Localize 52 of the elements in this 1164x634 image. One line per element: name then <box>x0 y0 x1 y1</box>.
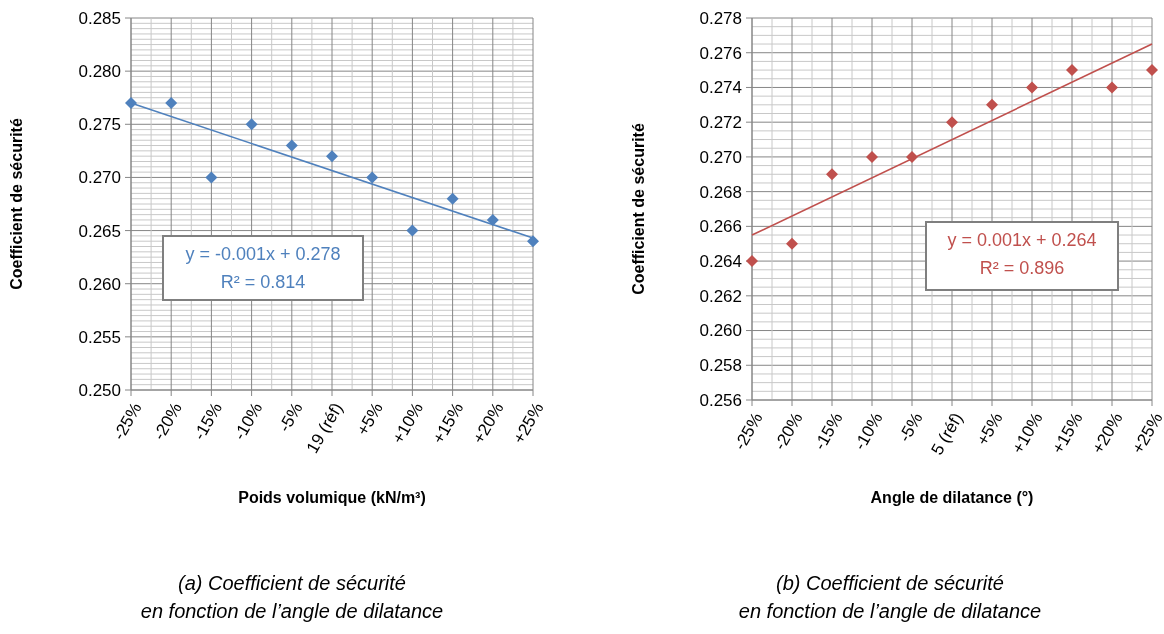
point <box>1066 64 1078 77</box>
y-tick-label: 0.278 <box>699 8 742 28</box>
y-tick-label: 0.265 <box>78 221 121 241</box>
point <box>746 255 758 268</box>
annotation: R² = 0.814 <box>220 272 306 292</box>
y-tick-label: 0.255 <box>78 327 121 347</box>
annotation: y = 0.001x + 0.264 <box>947 230 1097 250</box>
point <box>406 224 419 237</box>
y-tick-label: 0.268 <box>699 182 742 202</box>
y-tick-label: 0.274 <box>699 78 742 98</box>
point <box>1026 81 1038 94</box>
x-axis-title: Angle de dilatance (°) <box>870 489 1034 506</box>
y-tick-label: 0.270 <box>78 168 121 188</box>
y-tick-label: 0.256 <box>699 390 742 410</box>
annotation: R² = 0.896 <box>979 258 1065 278</box>
y-tick-label: 0.275 <box>78 115 121 135</box>
y-tick-label: 0.270 <box>699 147 742 167</box>
text: (b) Coefficient de sécurité en fonction de l’angle de dilatance <box>738 572 1042 622</box>
y-tick-label: 0.260 <box>699 321 742 341</box>
x-tick-label: -5% <box>274 399 307 436</box>
x-tick-label: -5% <box>895 409 927 446</box>
point <box>826 168 838 181</box>
point <box>866 150 878 163</box>
point <box>366 171 379 184</box>
point <box>1146 64 1158 77</box>
y-tick-label: 0.285 <box>78 8 121 28</box>
point <box>1106 81 1118 94</box>
point <box>245 118 258 131</box>
y-axis-title: Coefficient de sécurité <box>630 123 647 295</box>
point <box>946 116 958 129</box>
point <box>986 98 998 111</box>
point <box>786 237 798 250</box>
point <box>205 171 218 184</box>
y-tick-label: 0.250 <box>78 380 121 400</box>
point <box>446 192 459 205</box>
y-axis-title: Coefficient de sécurité <box>8 118 25 290</box>
y-tick-label: 0.280 <box>78 62 121 82</box>
y-tick-label: 0.272 <box>699 113 742 133</box>
y-tick-label: 0.264 <box>699 252 742 272</box>
annotation: y = -0.001x + 0.278 <box>185 244 341 264</box>
point <box>285 139 298 152</box>
y-tick-label: 0.276 <box>699 43 742 63</box>
point <box>486 213 499 226</box>
x-axis-title: Poids volumique (kN/m³) <box>238 489 426 506</box>
y-tick-label: 0.262 <box>699 286 742 306</box>
y-tick-label: 0.266 <box>699 217 742 237</box>
y-tick-label: 0.258 <box>699 356 742 376</box>
y-tick-label: 0.260 <box>78 274 121 294</box>
point <box>326 150 338 163</box>
point <box>527 235 539 248</box>
text: (a) Coefficient de sécurité en fonction de l’angle de dilatance <box>140 572 444 622</box>
point <box>165 97 178 110</box>
